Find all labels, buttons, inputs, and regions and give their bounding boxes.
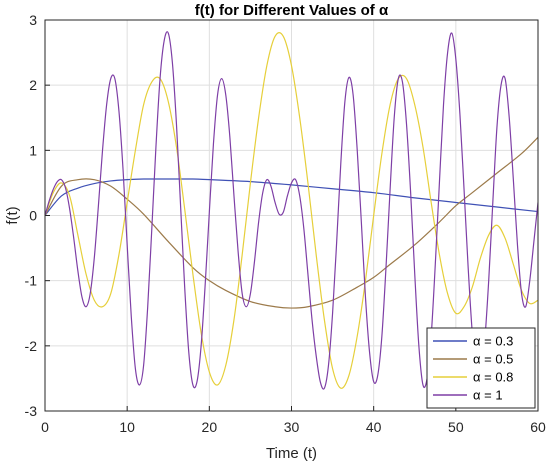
- legend-label-2: α = 0.8: [473, 370, 513, 385]
- x-tick-label: 40: [366, 419, 382, 435]
- y-tick-label: -3: [25, 403, 38, 419]
- x-tick-label: 10: [119, 419, 135, 435]
- y-tick-label: -1: [25, 273, 38, 289]
- series-line-2: [45, 32, 538, 389]
- x-axis-label: Time (t): [266, 445, 317, 462]
- x-tick-label: 30: [284, 419, 300, 435]
- y-tick-label: -2: [25, 338, 38, 354]
- x-tick-label: 50: [448, 419, 464, 435]
- y-tick-label: 2: [29, 77, 37, 93]
- y-tick-label: 3: [29, 12, 37, 28]
- y-axis-ticks: -3 -2 -1 0 1 2 3: [25, 12, 50, 419]
- series-line-0: [45, 178, 538, 216]
- y-tick-label: 1: [29, 142, 37, 158]
- chart-title: f(t) for Different Values of α: [195, 2, 389, 19]
- legend-label-1: α = 0.5: [473, 352, 513, 367]
- legend-label-3: α = 1: [473, 388, 503, 403]
- x-tick-label: 20: [202, 419, 218, 435]
- x-tick-label: 60: [530, 419, 546, 435]
- legend-label-0: α = 0.3: [473, 334, 513, 349]
- y-tick-label: 0: [29, 208, 37, 224]
- series-line-1: [45, 136, 538, 309]
- legend: α = 0.3 α = 0.5 α = 0.8 α = 1: [426, 327, 536, 409]
- y-axis-label: f(t): [4, 206, 21, 224]
- series-line-3: [45, 31, 538, 390]
- x-tick-label: 0: [41, 419, 49, 435]
- series-lines: [45, 31, 538, 390]
